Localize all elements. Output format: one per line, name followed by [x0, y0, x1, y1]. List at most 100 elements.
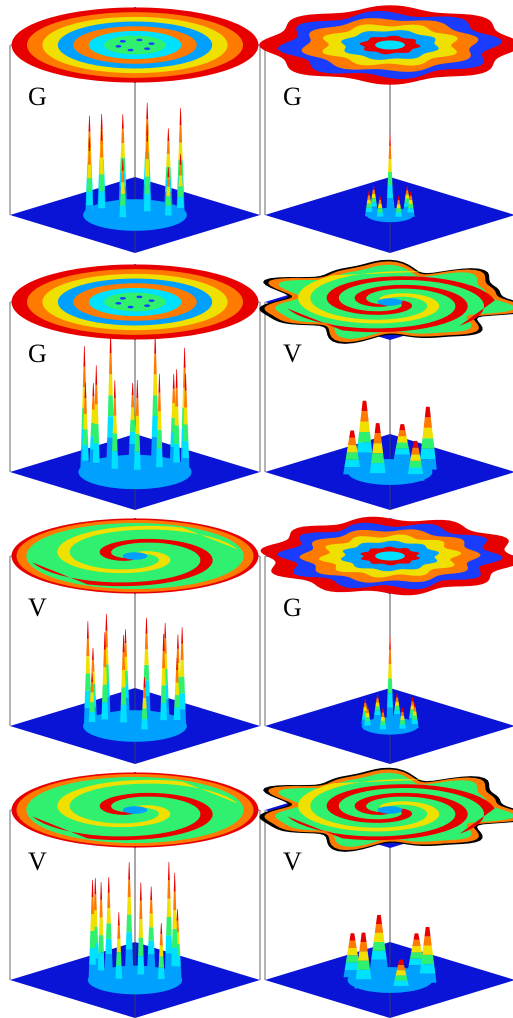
surface-band: [166, 916, 172, 936]
surface-band: [83, 398, 87, 414]
surface-band: [165, 196, 172, 206]
surface-band: [345, 955, 360, 963]
surface-band: [90, 913, 95, 931]
surface-band: [107, 877, 110, 893]
surface-band: [369, 463, 386, 474]
surface-band: [172, 373, 175, 389]
surface-band: [137, 956, 145, 975]
surface-band: [365, 708, 370, 713]
surface-band: [121, 170, 125, 183]
surface-band: [167, 128, 170, 142]
surface-band: [407, 467, 424, 475]
surface-band: [85, 656, 91, 674]
surface-base: [83, 710, 187, 742]
surface-band: [176, 909, 179, 921]
top-contour-pattern: [11, 772, 259, 848]
surface-band: [142, 687, 147, 699]
surface-band: [413, 707, 417, 712]
panel-1: G: [9, 7, 261, 253]
surface-band: [368, 191, 370, 196]
surface-band: [360, 411, 369, 422]
surface-band: [173, 891, 177, 911]
surface-band: [354, 979, 373, 989]
surface-band: [105, 938, 113, 955]
surface-band: [103, 649, 107, 668]
surface-band: [100, 114, 103, 130]
surface-band: [175, 387, 179, 407]
surface-band: [387, 184, 393, 198]
surface-band: [380, 716, 386, 721]
contour-dot: [136, 38, 143, 42]
surface-band: [358, 951, 369, 961]
surface-band: [412, 939, 421, 947]
surface-band: [412, 440, 419, 448]
surface-band: [128, 862, 131, 880]
surface-band: [89, 947, 96, 965]
surface-band: [88, 712, 96, 723]
surface-band: [101, 702, 109, 720]
surface-band: [411, 697, 414, 702]
surface-band: [93, 423, 100, 444]
surface-plot: [78, 332, 192, 490]
surface-band: [381, 708, 384, 713]
surface-band: [120, 182, 125, 194]
surface-plot: [361, 635, 419, 735]
surface-band: [89, 930, 96, 948]
surface-band: [422, 427, 434, 439]
surface-band: [374, 706, 381, 711]
surface-band: [102, 667, 107, 685]
contour-dot: [115, 302, 122, 305]
surface-band: [167, 167, 170, 178]
surface-band: [94, 404, 99, 424]
surface-band: [91, 672, 94, 683]
surface-band: [175, 670, 179, 683]
surface-band: [359, 421, 370, 432]
surface-band: [395, 212, 403, 217]
surface-band: [184, 390, 188, 408]
surface-band: [407, 204, 414, 209]
surface-band: [82, 444, 89, 461]
surface-band: [177, 197, 184, 208]
surface-band: [120, 193, 126, 206]
surface-band: [166, 141, 170, 154]
surface-band: [135, 415, 140, 434]
surface-band: [174, 695, 180, 708]
surface-band: [372, 443, 384, 454]
panel-label: G: [283, 82, 302, 111]
surface-band: [97, 208, 106, 226]
surface-band: [357, 431, 372, 443]
surface-band: [349, 430, 356, 438]
surface-band: [92, 383, 95, 397]
surface-band: [356, 442, 373, 453]
surface-band: [365, 712, 370, 718]
surface-band: [121, 128, 125, 144]
surface-band: [121, 652, 126, 670]
surface-band: [145, 159, 150, 177]
surface-band: [173, 425, 180, 444]
top-contour-pattern: [259, 5, 513, 85]
surface-band: [381, 712, 385, 717]
contour-dot: [119, 40, 126, 43]
surface-band: [363, 725, 372, 730]
surface-band: [423, 936, 432, 946]
panel-label: V: [28, 847, 47, 876]
surface-band: [143, 193, 151, 212]
surface-band: [165, 935, 173, 954]
surface-band: [363, 707, 368, 712]
surface-band: [104, 630, 108, 648]
surface-band: [164, 205, 172, 216]
surface-band: [400, 716, 405, 721]
surface-band: [179, 164, 183, 176]
surface-band: [94, 384, 98, 405]
panel-4: V: [259, 259, 513, 510]
surface-band: [379, 725, 387, 730]
surface-band: [141, 708, 148, 720]
surface-band: [181, 627, 184, 644]
surface-band: [413, 702, 416, 708]
surface-band: [422, 945, 433, 955]
surface-band: [376, 212, 384, 217]
top-contour-pattern: [259, 259, 513, 344]
surface-band: [348, 940, 357, 948]
surface-band: [152, 395, 158, 417]
surface-band: [104, 954, 113, 970]
